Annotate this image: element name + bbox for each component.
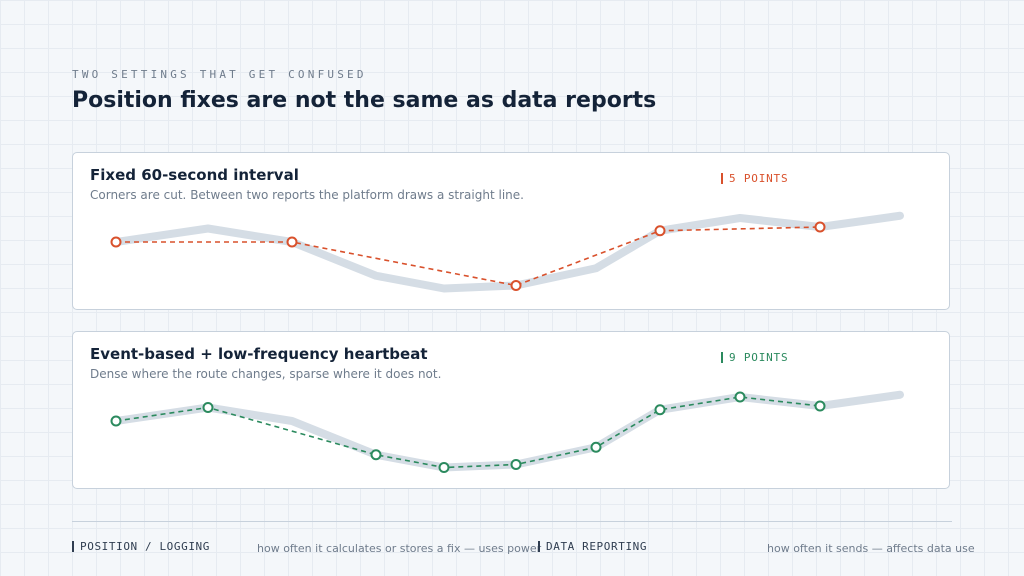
legend-desc-position: how often it calculates or stores a fix … (257, 542, 542, 555)
reported-point (438, 462, 450, 473)
panel-title: Fixed 60-second interval (90, 166, 299, 184)
divider (72, 521, 952, 522)
panel-subtitle: Corners are cut. Between two reports the… (90, 188, 524, 202)
legend-key-reporting: DATA REPORTING (538, 541, 647, 552)
actual-route-line (112, 390, 904, 472)
panel-event-based: Event-based + low-frequency heartbeat De… (72, 331, 950, 489)
route-plot (110, 211, 904, 293)
legend-key-position: POSITION / LOGGING (72, 541, 210, 552)
panel-subtitle: Dense where the route changes, sparse wh… (90, 367, 442, 381)
panel-fixed-interval: Fixed 60-second interval Corners are cut… (72, 152, 950, 310)
point-count-badge: 9 POINTS (721, 352, 788, 363)
reported-point (654, 404, 666, 416)
reported-point (814, 400, 826, 412)
panel-title: Event-based + low-frequency heartbeat (90, 345, 428, 363)
reported-point (202, 402, 214, 413)
reported-point (510, 280, 522, 291)
reported-point (734, 391, 746, 403)
reported-point (286, 236, 298, 248)
reported-track-line (116, 226, 821, 287)
reported-point (510, 459, 522, 470)
page-title: Position fixes are not the same as data … (72, 88, 657, 113)
reported-point (110, 236, 122, 248)
reported-point (590, 441, 602, 453)
reported-point (654, 225, 666, 237)
reported-point (814, 221, 826, 233)
eyebrow-label: TWO SETTINGS THAT GET CONFUSED (72, 68, 367, 81)
route-plot (110, 390, 904, 473)
reported-point (110, 415, 122, 427)
point-count-badge: 5 POINTS (721, 173, 788, 184)
actual-route-line (112, 211, 904, 293)
legend-desc-reporting: how often it sends — affects data use (767, 542, 975, 555)
reported-point (370, 449, 382, 461)
